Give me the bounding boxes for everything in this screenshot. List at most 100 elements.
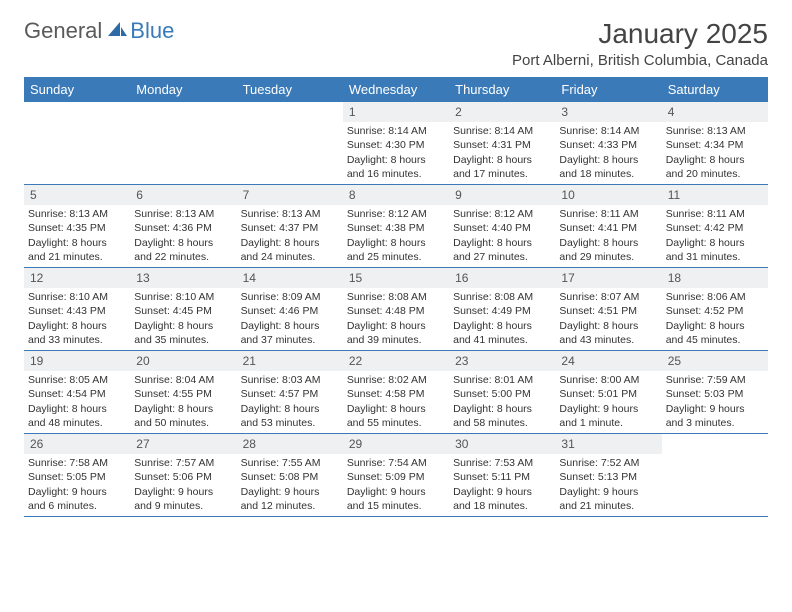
day-number: 31	[555, 434, 661, 454]
sunrise-text: Sunrise: 8:02 AM	[347, 373, 445, 387]
daylight-text: Daylight: 8 hours and 29 minutes.	[559, 236, 657, 264]
daylight-text: Daylight: 8 hours and 31 minutes.	[666, 236, 764, 264]
calendar-cell: 8Sunrise: 8:12 AMSunset: 4:38 PMDaylight…	[343, 185, 449, 267]
calendar-cell: 5Sunrise: 8:13 AMSunset: 4:35 PMDaylight…	[24, 185, 130, 267]
day-info: Sunrise: 8:05 AMSunset: 4:54 PMDaylight:…	[24, 373, 130, 433]
sunset-text: Sunset: 4:49 PM	[453, 304, 551, 318]
calendar-cell: 17Sunrise: 8:07 AMSunset: 4:51 PMDayligh…	[555, 268, 661, 350]
sunset-text: Sunset: 4:33 PM	[559, 138, 657, 152]
sunset-text: Sunset: 4:46 PM	[241, 304, 339, 318]
sunset-text: Sunset: 4:57 PM	[241, 387, 339, 401]
day-number: 11	[662, 185, 768, 205]
sunrise-text: Sunrise: 8:08 AM	[347, 290, 445, 304]
day-info: Sunrise: 8:13 AMSunset: 4:34 PMDaylight:…	[662, 124, 768, 184]
calendar-cell	[237, 102, 343, 184]
sunset-text: Sunset: 4:31 PM	[453, 138, 551, 152]
sunset-text: Sunset: 5:06 PM	[134, 470, 232, 484]
sunrise-text: Sunrise: 8:13 AM	[241, 207, 339, 221]
day-number: 28	[237, 434, 343, 454]
sunset-text: Sunset: 4:41 PM	[559, 221, 657, 235]
sunset-text: Sunset: 4:43 PM	[28, 304, 126, 318]
sunrise-text: Sunrise: 7:53 AM	[453, 456, 551, 470]
day-number: 23	[449, 351, 555, 371]
daylight-text: Daylight: 8 hours and 33 minutes.	[28, 319, 126, 347]
day-number: 16	[449, 268, 555, 288]
day-info: Sunrise: 8:02 AMSunset: 4:58 PMDaylight:…	[343, 373, 449, 433]
calendar-cell: 2Sunrise: 8:14 AMSunset: 4:31 PMDaylight…	[449, 102, 555, 184]
day-info: Sunrise: 8:14 AMSunset: 4:31 PMDaylight:…	[449, 124, 555, 184]
day-info: Sunrise: 8:13 AMSunset: 4:37 PMDaylight:…	[237, 207, 343, 267]
calendar: Sunday Monday Tuesday Wednesday Thursday…	[24, 77, 768, 517]
day-info: Sunrise: 8:06 AMSunset: 4:52 PMDaylight:…	[662, 290, 768, 350]
day-number: 4	[662, 102, 768, 122]
day-header-row: Sunday Monday Tuesday Wednesday Thursday…	[24, 77, 768, 102]
day-header-sun: Sunday	[24, 77, 130, 102]
calendar-cell: 25Sunrise: 7:59 AMSunset: 5:03 PMDayligh…	[662, 351, 768, 433]
day-number: 26	[24, 434, 130, 454]
calendar-cell: 21Sunrise: 8:03 AMSunset: 4:57 PMDayligh…	[237, 351, 343, 433]
calendar-cell: 11Sunrise: 8:11 AMSunset: 4:42 PMDayligh…	[662, 185, 768, 267]
daylight-text: Daylight: 8 hours and 58 minutes.	[453, 402, 551, 430]
sunrise-text: Sunrise: 8:06 AM	[666, 290, 764, 304]
calendar-cell: 12Sunrise: 8:10 AMSunset: 4:43 PMDayligh…	[24, 268, 130, 350]
logo-text-blue: Blue	[130, 18, 174, 44]
sunset-text: Sunset: 4:35 PM	[28, 221, 126, 235]
day-info: Sunrise: 8:12 AMSunset: 4:40 PMDaylight:…	[449, 207, 555, 267]
day-number: 9	[449, 185, 555, 205]
daylight-text: Daylight: 9 hours and 3 minutes.	[666, 402, 764, 430]
sunrise-text: Sunrise: 8:13 AM	[666, 124, 764, 138]
daylight-text: Daylight: 8 hours and 17 minutes.	[453, 153, 551, 181]
sunset-text: Sunset: 5:08 PM	[241, 470, 339, 484]
calendar-cell: 1Sunrise: 8:14 AMSunset: 4:30 PMDaylight…	[343, 102, 449, 184]
day-info: Sunrise: 8:11 AMSunset: 4:42 PMDaylight:…	[662, 207, 768, 267]
daylight-text: Daylight: 8 hours and 45 minutes.	[666, 319, 764, 347]
calendar-cell: 30Sunrise: 7:53 AMSunset: 5:11 PMDayligh…	[449, 434, 555, 516]
day-header-thu: Thursday	[449, 77, 555, 102]
day-header-fri: Friday	[555, 77, 661, 102]
daylight-text: Daylight: 9 hours and 1 minute.	[559, 402, 657, 430]
calendar-cell: 15Sunrise: 8:08 AMSunset: 4:48 PMDayligh…	[343, 268, 449, 350]
sunset-text: Sunset: 4:48 PM	[347, 304, 445, 318]
sunset-text: Sunset: 4:54 PM	[28, 387, 126, 401]
daylight-text: Daylight: 8 hours and 25 minutes.	[347, 236, 445, 264]
day-info: Sunrise: 8:11 AMSunset: 4:41 PMDaylight:…	[555, 207, 661, 267]
day-info: Sunrise: 8:00 AMSunset: 5:01 PMDaylight:…	[555, 373, 661, 433]
sunrise-text: Sunrise: 8:13 AM	[134, 207, 232, 221]
sunset-text: Sunset: 5:05 PM	[28, 470, 126, 484]
day-number: 29	[343, 434, 449, 454]
sunset-text: Sunset: 5:00 PM	[453, 387, 551, 401]
sunrise-text: Sunrise: 7:57 AM	[134, 456, 232, 470]
logo-sail-icon	[106, 20, 128, 43]
sunset-text: Sunset: 5:13 PM	[559, 470, 657, 484]
daylight-text: Daylight: 9 hours and 21 minutes.	[559, 485, 657, 513]
daylight-text: Daylight: 8 hours and 37 minutes.	[241, 319, 339, 347]
day-info: Sunrise: 7:58 AMSunset: 5:05 PMDaylight:…	[24, 456, 130, 516]
daylight-text: Daylight: 8 hours and 24 minutes.	[241, 236, 339, 264]
header: General Blue January 2025 Port Alberni, …	[24, 18, 768, 69]
calendar-cell: 24Sunrise: 8:00 AMSunset: 5:01 PMDayligh…	[555, 351, 661, 433]
calendar-cell	[24, 102, 130, 184]
sunrise-text: Sunrise: 8:10 AM	[28, 290, 126, 304]
day-number: 22	[343, 351, 449, 371]
daylight-text: Daylight: 8 hours and 35 minutes.	[134, 319, 232, 347]
day-info: Sunrise: 7:59 AMSunset: 5:03 PMDaylight:…	[662, 373, 768, 433]
daylight-text: Daylight: 9 hours and 9 minutes.	[134, 485, 232, 513]
daylight-text: Daylight: 8 hours and 41 minutes.	[453, 319, 551, 347]
sunrise-text: Sunrise: 8:14 AM	[559, 124, 657, 138]
day-header-mon: Monday	[130, 77, 236, 102]
day-info: Sunrise: 8:13 AMSunset: 4:35 PMDaylight:…	[24, 207, 130, 267]
day-info: Sunrise: 7:53 AMSunset: 5:11 PMDaylight:…	[449, 456, 555, 516]
sunset-text: Sunset: 4:45 PM	[134, 304, 232, 318]
location: Port Alberni, British Columbia, Canada	[512, 52, 768, 69]
week-row: 26Sunrise: 7:58 AMSunset: 5:05 PMDayligh…	[24, 434, 768, 517]
day-info: Sunrise: 8:13 AMSunset: 4:36 PMDaylight:…	[130, 207, 236, 267]
month-title: January 2025	[512, 18, 768, 50]
calendar-cell: 4Sunrise: 8:13 AMSunset: 4:34 PMDaylight…	[662, 102, 768, 184]
sunrise-text: Sunrise: 8:11 AM	[666, 207, 764, 221]
day-number: 15	[343, 268, 449, 288]
day-info: Sunrise: 8:14 AMSunset: 4:30 PMDaylight:…	[343, 124, 449, 184]
sunset-text: Sunset: 4:37 PM	[241, 221, 339, 235]
daylight-text: Daylight: 8 hours and 16 minutes.	[347, 153, 445, 181]
day-number: 18	[662, 268, 768, 288]
week-row: 12Sunrise: 8:10 AMSunset: 4:43 PMDayligh…	[24, 268, 768, 351]
